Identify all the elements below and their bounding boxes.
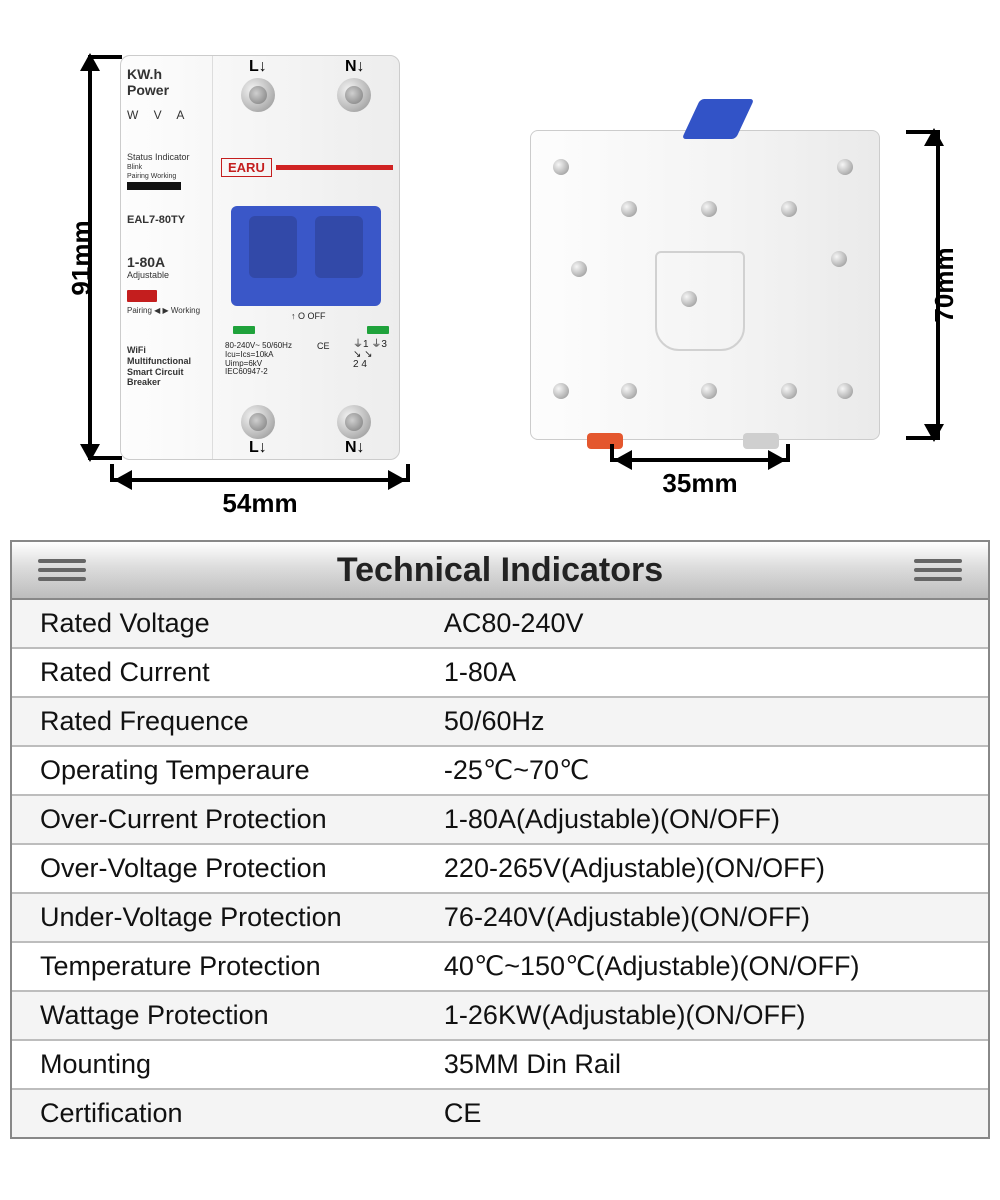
terminal-label-L: L↓ <box>249 58 267 76</box>
spec-key: Operating Temperaure <box>12 746 422 795</box>
table-row: CertificationCE <box>12 1089 988 1137</box>
rivet-icon <box>553 159 569 175</box>
product-views: KW.h Power W V A Status Indicator Blink … <box>0 0 1000 530</box>
blink-label-2: Pairing Working <box>127 173 206 180</box>
led-indicator <box>233 326 255 334</box>
spec-key: Wattage Protection <box>12 991 422 1040</box>
hamburger-icon <box>914 559 962 581</box>
spec-value: 50/60Hz <box>422 697 988 746</box>
breaker-toggle <box>231 206 381 306</box>
table-row: Rated VoltageAC80-240V <box>12 600 988 648</box>
hamburger-icon <box>38 559 86 581</box>
bottom-tab <box>587 433 623 449</box>
wiring-diagram: ⏚1 ⏚3 ↘ ↘ 2 4 <box>353 340 387 370</box>
wifi-caption: WiFi Multifunctional Smart Circuit Break… <box>127 345 206 388</box>
dimension-height-side: 70mm <box>910 130 940 440</box>
terminal-label-N: N↓ <box>345 58 365 76</box>
spec-value: -25℃~70℃ <box>422 746 988 795</box>
dimension-value: 54mm <box>222 488 297 519</box>
rivet-icon <box>701 383 717 399</box>
status-window <box>127 182 181 190</box>
terminal-label-L: L↓ <box>249 439 267 457</box>
brand-logo: EARU <box>221 158 272 177</box>
table-row: Over-Current Protection1-80A(Adjustable)… <box>12 795 988 844</box>
rivet-icon <box>701 201 717 217</box>
kwh-label: KW.h <box>127 66 206 82</box>
dimension-value: 35mm <box>662 468 737 499</box>
model-label: EAL7-80TY <box>127 214 206 226</box>
spec-value: 76-240V(Adjustable)(ON/OFF) <box>422 893 988 942</box>
spec-value: 40℃~150℃(Adjustable)(ON/OFF) <box>422 942 988 991</box>
table-row: Wattage Protection1-26KW(Adjustable)(ON/… <box>12 991 988 1040</box>
terminal-label-N: N↓ <box>345 439 365 457</box>
spec-key: Under-Voltage Protection <box>12 893 422 942</box>
table-row: Over-Voltage Protection220-265V(Adjustab… <box>12 844 988 893</box>
pairing-label: Pairing ◀ ▶ Working <box>127 306 206 315</box>
panel-title: Technical Indicators <box>12 542 988 600</box>
toggle-lever <box>682 99 755 139</box>
spec-key: Certification <box>12 1089 422 1137</box>
dimension-value: 91mm <box>66 220 97 295</box>
screw-icon <box>337 405 371 439</box>
spec-key: Over-Voltage Protection <box>12 844 422 893</box>
specs-table: Rated VoltageAC80-240VRated Current1-80A… <box>12 600 988 1137</box>
front-view: KW.h Power W V A Status Indicator Blink … <box>120 55 400 460</box>
wva-label: W V A <box>127 108 206 122</box>
pairing-button <box>127 290 157 302</box>
spec-value: 1-80A <box>422 648 988 697</box>
spec-key: Temperature Protection <box>12 942 422 991</box>
spec-value: 35MM Din Rail <box>422 1040 988 1089</box>
screw-icon <box>337 78 371 112</box>
dimension-height-front: 91mm <box>88 55 118 460</box>
rivet-icon <box>621 383 637 399</box>
screw-icon <box>241 78 275 112</box>
spec-key: Rated Frequence <box>12 697 422 746</box>
spec-key: Rated Voltage <box>12 600 422 648</box>
spec-value: 1-80A(Adjustable)(ON/OFF) <box>422 795 988 844</box>
panel-title-text: Technical Indicators <box>337 551 663 590</box>
adjustable-label: Adjustable <box>127 270 206 280</box>
bottom-tab <box>743 433 779 449</box>
technical-indicators-panel: Technical Indicators Rated VoltageAC80-2… <box>10 540 990 1139</box>
ce-mark: CE <box>317 342 330 351</box>
brand-bar: EARU <box>221 156 393 178</box>
lcd-panel: KW.h Power W V A Status Indicator Blink … <box>121 56 213 459</box>
rivet-icon <box>571 261 587 277</box>
din-clip-outline <box>655 251 745 351</box>
rivet-icon <box>781 383 797 399</box>
table-row: Rated Frequence50/60Hz <box>12 697 988 746</box>
table-row: Rated Current1-80A <box>12 648 988 697</box>
blink-label-1: Blink <box>127 164 206 171</box>
spec-value: 1-26KW(Adjustable)(ON/OFF) <box>422 991 988 1040</box>
rivet-icon <box>781 201 797 217</box>
rivet-icon <box>837 383 853 399</box>
dimension-value: 70mm <box>929 247 960 322</box>
amp-range-label: 1-80A <box>127 254 206 270</box>
spec-key: Mounting <box>12 1040 422 1089</box>
table-row: Under-Voltage Protection76-240V(Adjustab… <box>12 893 988 942</box>
rivet-icon <box>621 201 637 217</box>
spec-value: AC80-240V <box>422 600 988 648</box>
table-row: Temperature Protection40℃~150℃(Adjustabl… <box>12 942 988 991</box>
brand-stripe <box>276 165 393 170</box>
rating-text-a: 80-240V~ 50/60Hz Icu=Ics=10kA Uimp=6kV I… <box>225 342 292 377</box>
table-row: Mounting35MM Din Rail <box>12 1040 988 1089</box>
side-view <box>530 130 880 440</box>
rivet-icon <box>553 383 569 399</box>
rivet-icon <box>837 159 853 175</box>
rivet-icon <box>681 291 697 307</box>
off-label: ↑ O OFF <box>291 311 326 321</box>
table-row: Operating Temperaure-25℃~70℃ <box>12 746 988 795</box>
led-indicator <box>367 326 389 334</box>
spec-key: Over-Current Protection <box>12 795 422 844</box>
status-indicator-label: Status Indicator <box>127 152 206 162</box>
dimension-width-side: 35mm <box>610 458 790 510</box>
screw-icon <box>241 405 275 439</box>
dimension-width-front: 54mm <box>110 478 410 530</box>
spec-value: 220-265V(Adjustable)(ON/OFF) <box>422 844 988 893</box>
power-label: Power <box>127 82 206 98</box>
spec-value: CE <box>422 1089 988 1137</box>
spec-key: Rated Current <box>12 648 422 697</box>
rivet-icon <box>831 251 847 267</box>
